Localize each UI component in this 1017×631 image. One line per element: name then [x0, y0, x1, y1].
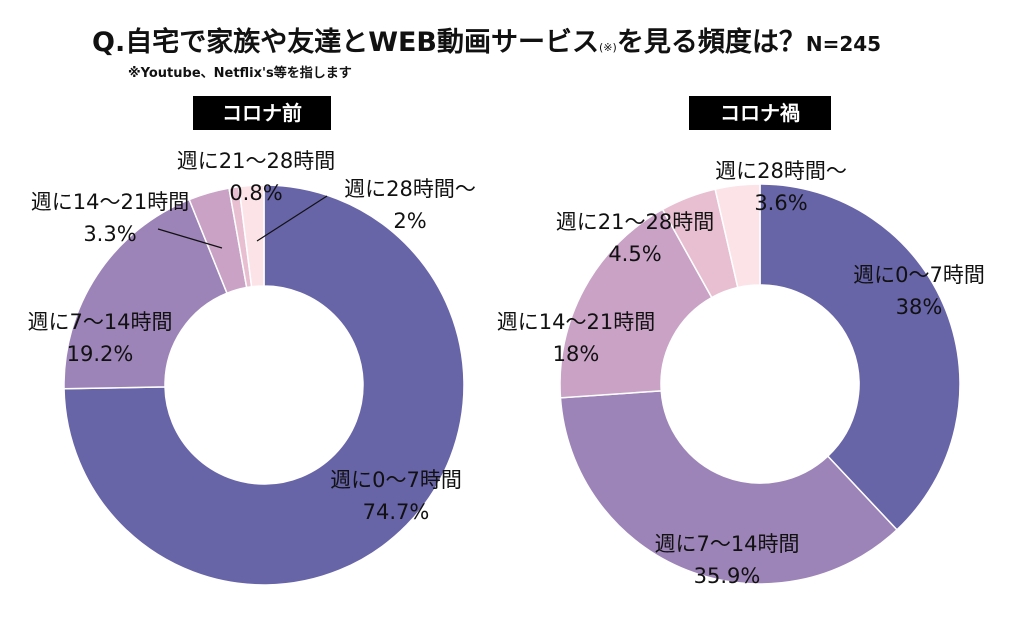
donut-slice-before-1 [63, 184, 465, 586]
category-label-during-4: 週に21〜28時間 [556, 210, 714, 234]
footnote: ※Youtube、Netflix's等を指します [128, 66, 352, 81]
value-label-before-1: 74.7% [363, 500, 430, 524]
category-label-before-3: 週に14〜21時間 [31, 190, 189, 214]
donut-slice-during-3 [559, 208, 713, 399]
donut-slice-during-1 [759, 183, 961, 531]
donut-slice-before-5 [238, 184, 265, 288]
donut-slice-during-2 [559, 390, 898, 585]
value-label-before-5: 2% [393, 209, 426, 233]
category-label-before-5: 週に28時間〜 [344, 177, 476, 201]
category-label-during-2: 週に7〜14時間 [654, 532, 799, 556]
leader-line-before-5 [256, 195, 328, 242]
value-label-during-3: 18% [553, 342, 600, 366]
leader-line-before-3 [157, 228, 223, 249]
donut-slice-during-5 [714, 183, 761, 289]
title-tail: を見る頻度は？ [616, 27, 806, 58]
value-label-before-4: 0.8% [229, 181, 282, 205]
category-label-during-5: 週に28時間〜 [715, 159, 847, 183]
category-label-during-1: 週に0〜7時間 [853, 263, 985, 287]
title-note-mark: (※) [599, 41, 617, 54]
donut-slice-before-2 [63, 198, 228, 390]
chart-title: Q.自宅で家族や友達とWEB動画サービス(※)を見る頻度は？N=245 [92, 20, 881, 59]
value-label-during-1: 38% [896, 295, 943, 319]
chart-title-during-covid: コロナ禍 [689, 96, 831, 130]
value-label-before-2: 19.2% [67, 342, 134, 366]
sample-size: N=245 [805, 32, 882, 56]
category-label-before-2: 週に7〜14時間 [27, 310, 172, 334]
value-label-before-3: 3.3% [83, 222, 136, 246]
category-label-during-3: 週に14〜21時間 [497, 310, 655, 334]
value-label-during-4: 4.5% [608, 242, 661, 266]
chart-title-before-covid: コロナ前 [193, 96, 331, 130]
title-main: Q.自宅で家族や友達とWEB動画サービス [92, 27, 600, 58]
category-label-before-4: 週に21〜28時間 [177, 149, 335, 173]
value-label-during-2: 35.9% [694, 564, 761, 588]
value-label-during-5: 3.6% [754, 191, 807, 215]
category-label-before-1: 週に0〜7時間 [330, 468, 462, 492]
